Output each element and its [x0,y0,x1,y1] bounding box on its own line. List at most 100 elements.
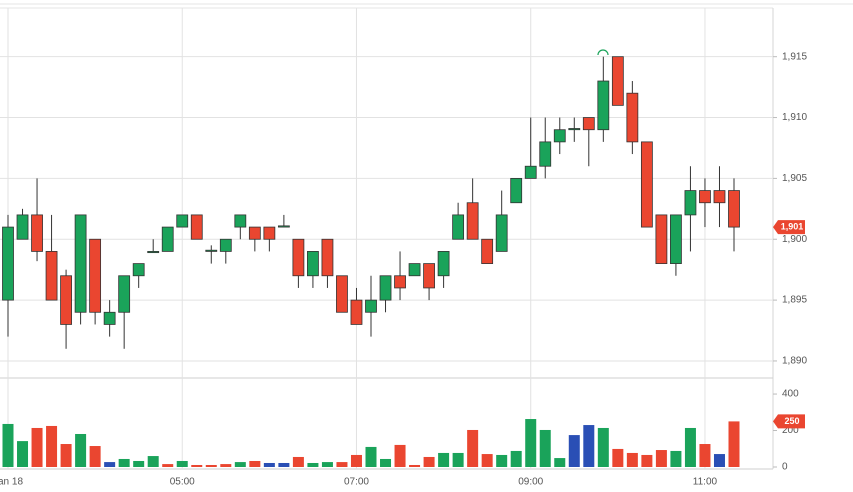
volume-bar [496,454,508,467]
x-tick-label: 07:00 [344,477,369,488]
y-tick-label: 1,915 [782,51,807,62]
volume-bar [438,452,450,467]
y-tick-label: 1,910 [782,112,807,123]
candle-body [292,238,305,277]
candle-body [45,251,58,301]
candle-body [437,251,450,277]
volume-bar [612,448,624,467]
volume-bar [89,446,101,467]
volume-bar [568,435,580,467]
candle-body [190,214,203,240]
volume-tick-label: 0 [782,462,788,473]
candle-body [394,275,406,289]
candle-body [524,165,537,179]
candle-body [234,214,247,228]
candle-body [321,238,334,277]
volume-bar [307,462,319,467]
candle-body [699,190,711,204]
y-tick-label: 1,890 [782,356,807,367]
volume-tick-label: 400 [782,389,799,400]
volume-bar [205,464,217,467]
volume-bar [525,419,537,467]
candle-body [408,263,421,277]
volume-bar [510,450,522,467]
candle-body [684,190,697,216]
candle-body [118,275,131,313]
volume-bar [220,464,232,467]
volume-bar [321,462,333,467]
volume-bar [350,454,362,467]
candle-body [379,275,392,301]
candle-body [103,311,116,325]
volume-bar [263,462,275,467]
volume-bar [46,425,58,467]
volume-bar [147,456,159,467]
volume-bar [17,441,29,467]
volume-bar [249,460,261,467]
candle-body [553,129,566,143]
candle-body [452,214,465,240]
volume-bar [597,427,609,467]
volume-bar [713,454,725,467]
candle-body [466,202,479,240]
volume-bar [684,427,696,467]
candle-body [350,299,363,325]
last-volume-tag: 250 [784,416,799,426]
volume-bar [409,464,421,467]
candle-body [307,251,319,277]
candle-body [481,238,494,264]
candle-body [132,263,145,277]
volume-bar [670,450,682,467]
candle-body [365,299,377,313]
candle-body [670,214,682,264]
last-price-tag-bg [773,220,805,235]
candle-body [74,214,87,313]
candle-body [713,190,726,204]
candle-body [2,226,14,301]
candle-body [89,238,102,313]
candle-body [582,117,595,131]
candle-body [248,226,261,240]
volume-bar [60,444,72,467]
volume-bar [481,454,493,467]
volume-bar [655,450,667,467]
candle-body [31,214,43,252]
candle-body [423,263,435,289]
volume-bar [467,429,479,467]
candle-body [510,177,523,204]
volume-bar [336,462,348,467]
candle-body [219,238,232,252]
candle-body [655,214,668,264]
volume-bar [31,427,43,467]
candle-body [161,226,174,252]
volume-bar [728,421,740,467]
volume-bar [292,456,304,467]
y-tick-label: 1,900 [782,234,807,245]
candle-body [539,141,552,167]
candle-body [16,214,29,240]
volume-tick-label: 200 [782,425,799,436]
volume-bar [104,462,116,467]
volume-bar [278,462,290,467]
volume-bar [554,458,566,467]
volume-bar [380,458,392,467]
volume-bar [539,429,551,467]
candle-body [495,214,508,252]
volume-bar [699,444,711,467]
y-tick-label: 1,895 [782,295,807,306]
candle-body [568,128,581,131]
volume-bar [118,458,130,467]
volume-bar [75,433,87,467]
candle-body [640,141,653,228]
x-tick-label: 05:00 [170,477,195,488]
volume-bar [394,444,406,467]
candle-body [277,225,290,228]
candle-body [336,275,348,313]
candle-body [147,251,160,254]
volume-bar [133,460,145,467]
x-tick-label: 11:00 [693,477,718,488]
y-tick-label: 1,905 [782,173,807,184]
candle-body [60,275,72,325]
candle-body [728,190,740,228]
